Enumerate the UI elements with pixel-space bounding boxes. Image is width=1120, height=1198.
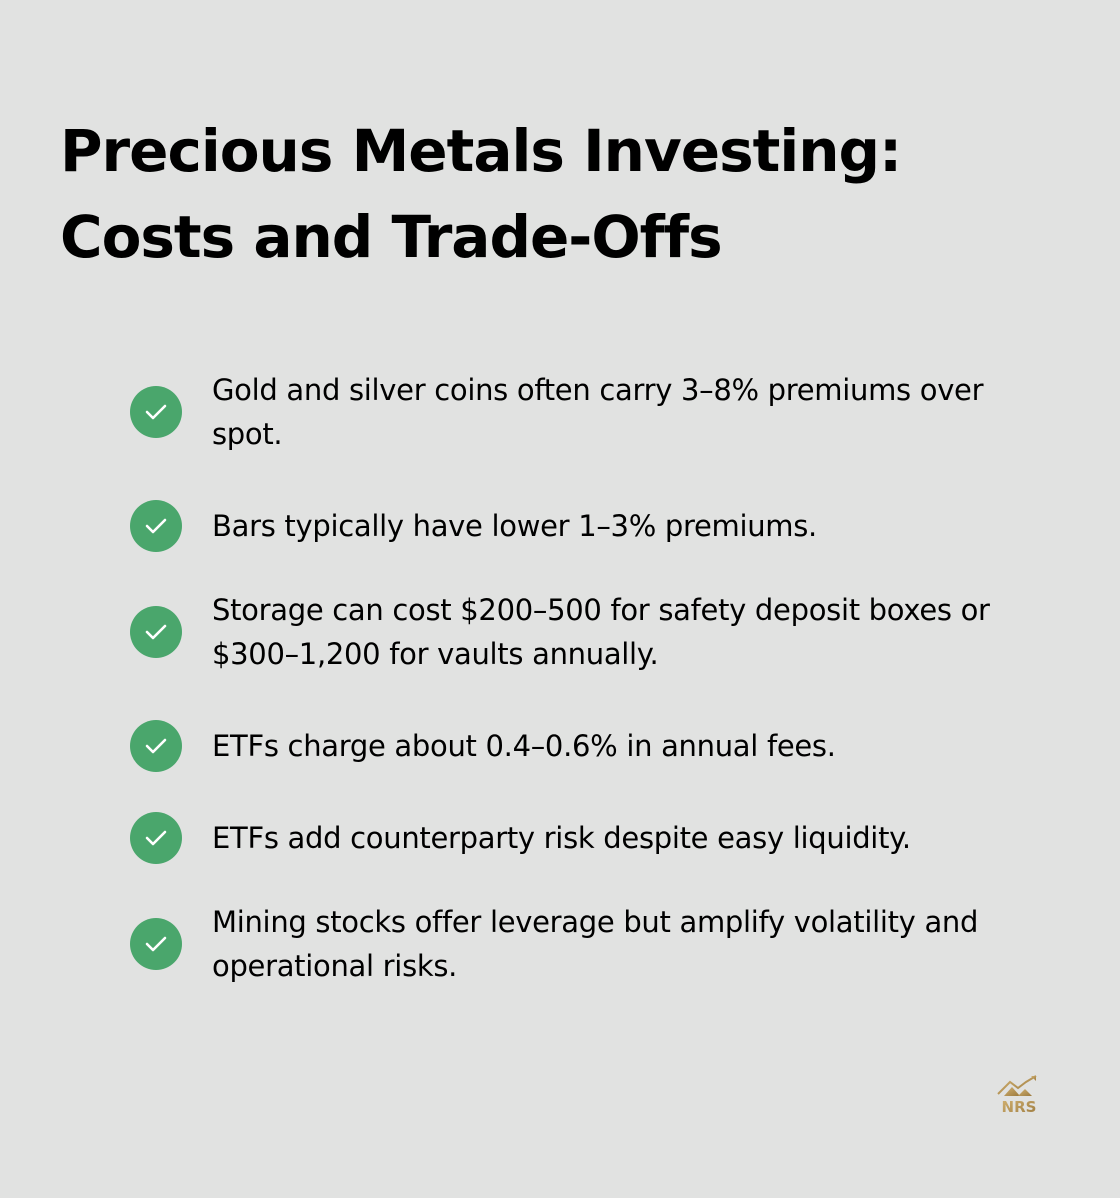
list-item: ETFs add counterparty risk despite easy …: [130, 812, 1032, 864]
title-line-2: Costs and Trade-Offs: [60, 203, 723, 271]
item-text: Mining stocks offer leverage but amplify…: [212, 905, 979, 983]
nrs-logo: NRS: [994, 1074, 1044, 1116]
list-item: Bars typically have lower 1–3% premiums.: [130, 500, 1032, 552]
check-icon: [130, 386, 182, 438]
page-title: Precious Metals Investing: Costs and Tra…: [60, 108, 1060, 280]
list-item: Mining stocks offer leverage but amplify…: [130, 900, 1032, 988]
check-icon: [130, 500, 182, 552]
item-text: Bars typically have lower 1–3% premiums.: [212, 509, 817, 543]
check-icon: [130, 812, 182, 864]
check-icon: [130, 720, 182, 772]
item-text: ETFs charge about 0.4–0.6% in annual fee…: [212, 729, 836, 763]
item-text: Storage can cost $200–500 for safety dep…: [212, 593, 990, 671]
logo-mountain-arrow-icon: NRS: [997, 1075, 1037, 1116]
check-icon: [130, 918, 182, 970]
title-line-1: Precious Metals Investing:: [60, 117, 902, 185]
item-text: ETFs add counterparty risk despite easy …: [212, 821, 911, 855]
list-item: ETFs charge about 0.4–0.6% in annual fee…: [130, 720, 1032, 772]
item-text: Gold and silver coins often carry 3–8% p…: [212, 373, 984, 451]
list-item: Storage can cost $200–500 for safety dep…: [130, 588, 1032, 676]
svg-text:NRS: NRS: [1002, 1098, 1037, 1116]
check-icon: [130, 606, 182, 658]
list-item: Gold and silver coins often carry 3–8% p…: [130, 368, 1032, 456]
